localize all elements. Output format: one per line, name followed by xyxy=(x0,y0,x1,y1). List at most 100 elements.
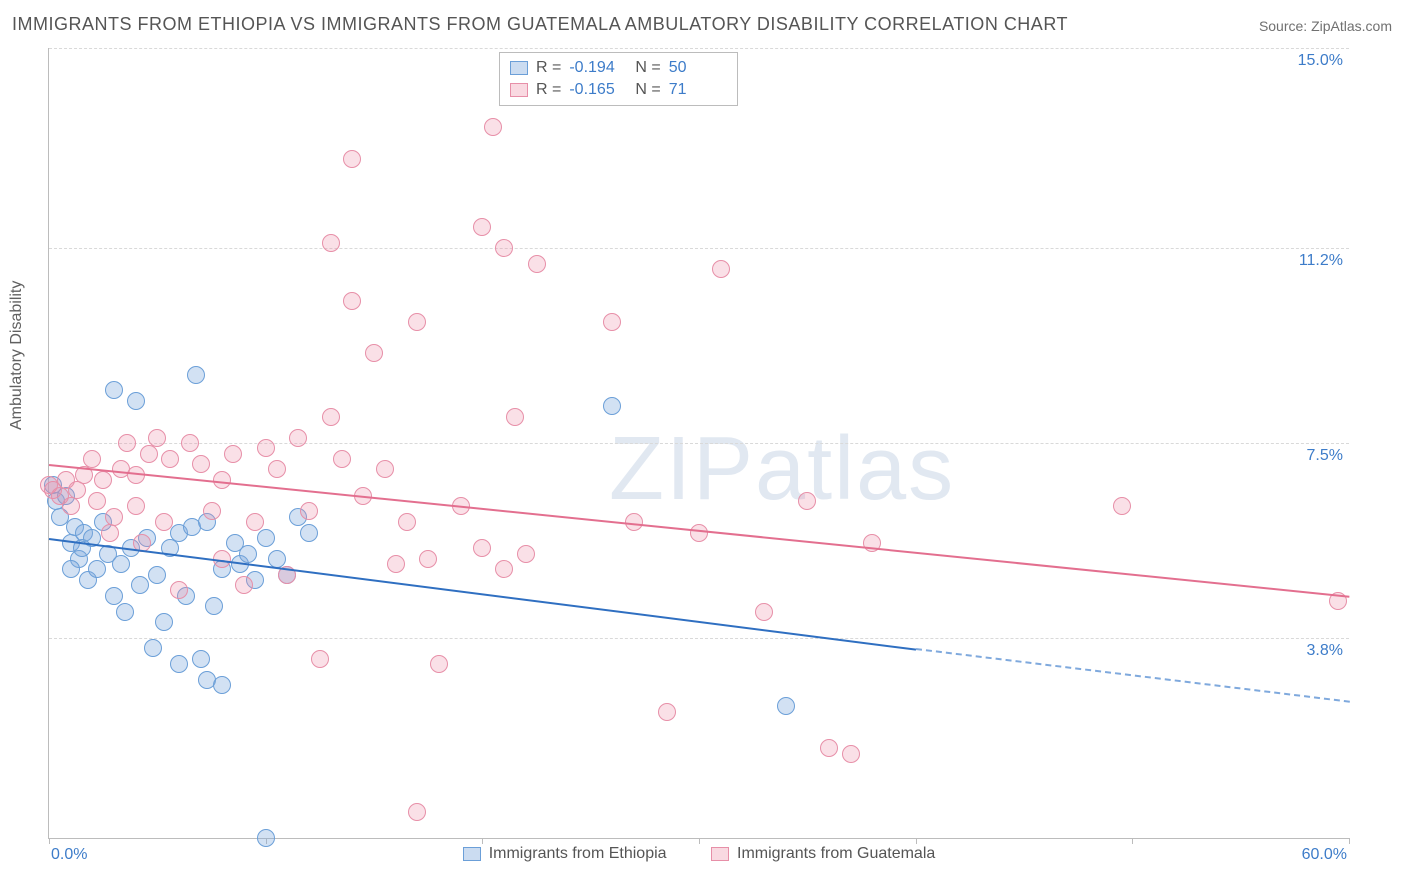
point-guatemala xyxy=(343,150,361,168)
scatter-plot: ZIPatlas R = -0.194 N = 50 R = -0.165 N … xyxy=(48,48,1349,839)
chart-title: IMMIGRANTS FROM ETHIOPIA VS IMMIGRANTS F… xyxy=(12,14,1068,35)
r-label: R = xyxy=(536,57,561,79)
n-value: 71 xyxy=(669,79,727,101)
source-link[interactable]: ZipAtlas.com xyxy=(1311,18,1392,34)
point-ethiopia xyxy=(131,576,149,594)
point-guatemala xyxy=(473,539,491,557)
point-guatemala xyxy=(658,703,676,721)
legend-item-ethiopia: Immigrants from Ethiopia xyxy=(463,845,667,863)
point-guatemala xyxy=(376,460,394,478)
point-ethiopia xyxy=(777,697,795,715)
point-ethiopia xyxy=(127,392,145,410)
point-guatemala xyxy=(603,313,621,331)
legend-row-ethiopia: R = -0.194 N = 50 xyxy=(510,57,727,79)
y-tick-label: 7.5% xyxy=(1307,447,1343,465)
point-guatemala xyxy=(105,508,123,526)
r-value: -0.165 xyxy=(569,79,627,101)
point-ethiopia xyxy=(88,560,106,578)
source-attribution: Source: ZipAtlas.com xyxy=(1259,18,1392,34)
point-ethiopia xyxy=(144,639,162,657)
point-guatemala xyxy=(203,502,221,520)
point-guatemala xyxy=(408,313,426,331)
point-guatemala xyxy=(798,492,816,510)
x-tick xyxy=(482,838,483,844)
point-guatemala xyxy=(192,455,210,473)
x-tick xyxy=(916,838,917,844)
point-guatemala xyxy=(213,471,231,489)
point-ethiopia xyxy=(170,655,188,673)
point-guatemala xyxy=(68,481,86,499)
source-label: Source: xyxy=(1259,18,1311,34)
legend-label: Immigrants from Ethiopia xyxy=(489,845,667,863)
point-ethiopia xyxy=(105,381,123,399)
x-max-label: 60.0% xyxy=(1302,846,1347,864)
x-tick xyxy=(1349,838,1350,844)
point-guatemala xyxy=(495,239,513,257)
watermark-zip: ZIP xyxy=(609,419,755,519)
point-guatemala xyxy=(88,492,106,510)
gridline xyxy=(49,48,1349,49)
swatch-pink-icon xyxy=(711,847,729,861)
r-value: -0.194 xyxy=(569,57,627,79)
point-guatemala xyxy=(289,429,307,447)
gridline xyxy=(49,248,1349,249)
point-ethiopia xyxy=(268,550,286,568)
y-tick-label: 3.8% xyxy=(1307,642,1343,660)
point-guatemala xyxy=(140,445,158,463)
y-tick-label: 11.2% xyxy=(1299,252,1343,270)
series-legend: Immigrants from Ethiopia Immigrants from… xyxy=(49,845,1349,866)
point-guatemala xyxy=(300,502,318,520)
gridline xyxy=(49,443,1349,444)
point-guatemala xyxy=(842,745,860,763)
trendline-ethiopia-extrapolated xyxy=(916,648,1350,703)
point-guatemala xyxy=(495,560,513,578)
point-guatemala xyxy=(161,450,179,468)
point-guatemala xyxy=(83,450,101,468)
x-tick xyxy=(1132,838,1133,844)
x-min-label: 0.0% xyxy=(51,846,87,864)
point-ethiopia xyxy=(62,560,80,578)
point-guatemala xyxy=(820,739,838,757)
r-label: R = xyxy=(536,79,561,101)
point-ethiopia xyxy=(112,555,130,573)
point-guatemala xyxy=(62,497,80,515)
point-guatemala xyxy=(528,255,546,273)
point-ethiopia xyxy=(148,566,166,584)
swatch-pink-icon xyxy=(510,83,528,97)
point-ethiopia xyxy=(257,529,275,547)
n-label: N = xyxy=(635,79,660,101)
watermark: ZIPatlas xyxy=(609,418,955,521)
point-ethiopia xyxy=(603,397,621,415)
point-ethiopia xyxy=(300,524,318,542)
y-tick-label: 15.0% xyxy=(1298,52,1343,70)
point-guatemala xyxy=(94,471,112,489)
point-ethiopia xyxy=(116,603,134,621)
point-guatemala xyxy=(365,344,383,362)
point-guatemala xyxy=(506,408,524,426)
legend-row-guatemala: R = -0.165 N = 71 xyxy=(510,79,727,101)
point-guatemala xyxy=(127,497,145,515)
legend-label: Immigrants from Guatemala xyxy=(737,845,935,863)
point-guatemala xyxy=(170,581,188,599)
point-guatemala xyxy=(387,555,405,573)
correlation-legend: R = -0.194 N = 50 R = -0.165 N = 71 xyxy=(499,52,738,106)
point-guatemala xyxy=(517,545,535,563)
point-guatemala xyxy=(398,513,416,531)
point-guatemala xyxy=(1113,497,1131,515)
point-ethiopia xyxy=(213,676,231,694)
swatch-blue-icon xyxy=(510,61,528,75)
point-ethiopia xyxy=(187,366,205,384)
point-guatemala xyxy=(257,439,275,457)
point-guatemala xyxy=(712,260,730,278)
point-guatemala xyxy=(155,513,173,531)
point-guatemala xyxy=(311,650,329,668)
point-guatemala xyxy=(408,803,426,821)
point-guatemala xyxy=(322,234,340,252)
point-guatemala xyxy=(246,513,264,531)
point-guatemala xyxy=(419,550,437,568)
point-ethiopia xyxy=(105,587,123,605)
point-guatemala xyxy=(430,655,448,673)
point-guatemala xyxy=(343,292,361,310)
gridline xyxy=(49,638,1349,639)
point-guatemala xyxy=(101,524,119,542)
